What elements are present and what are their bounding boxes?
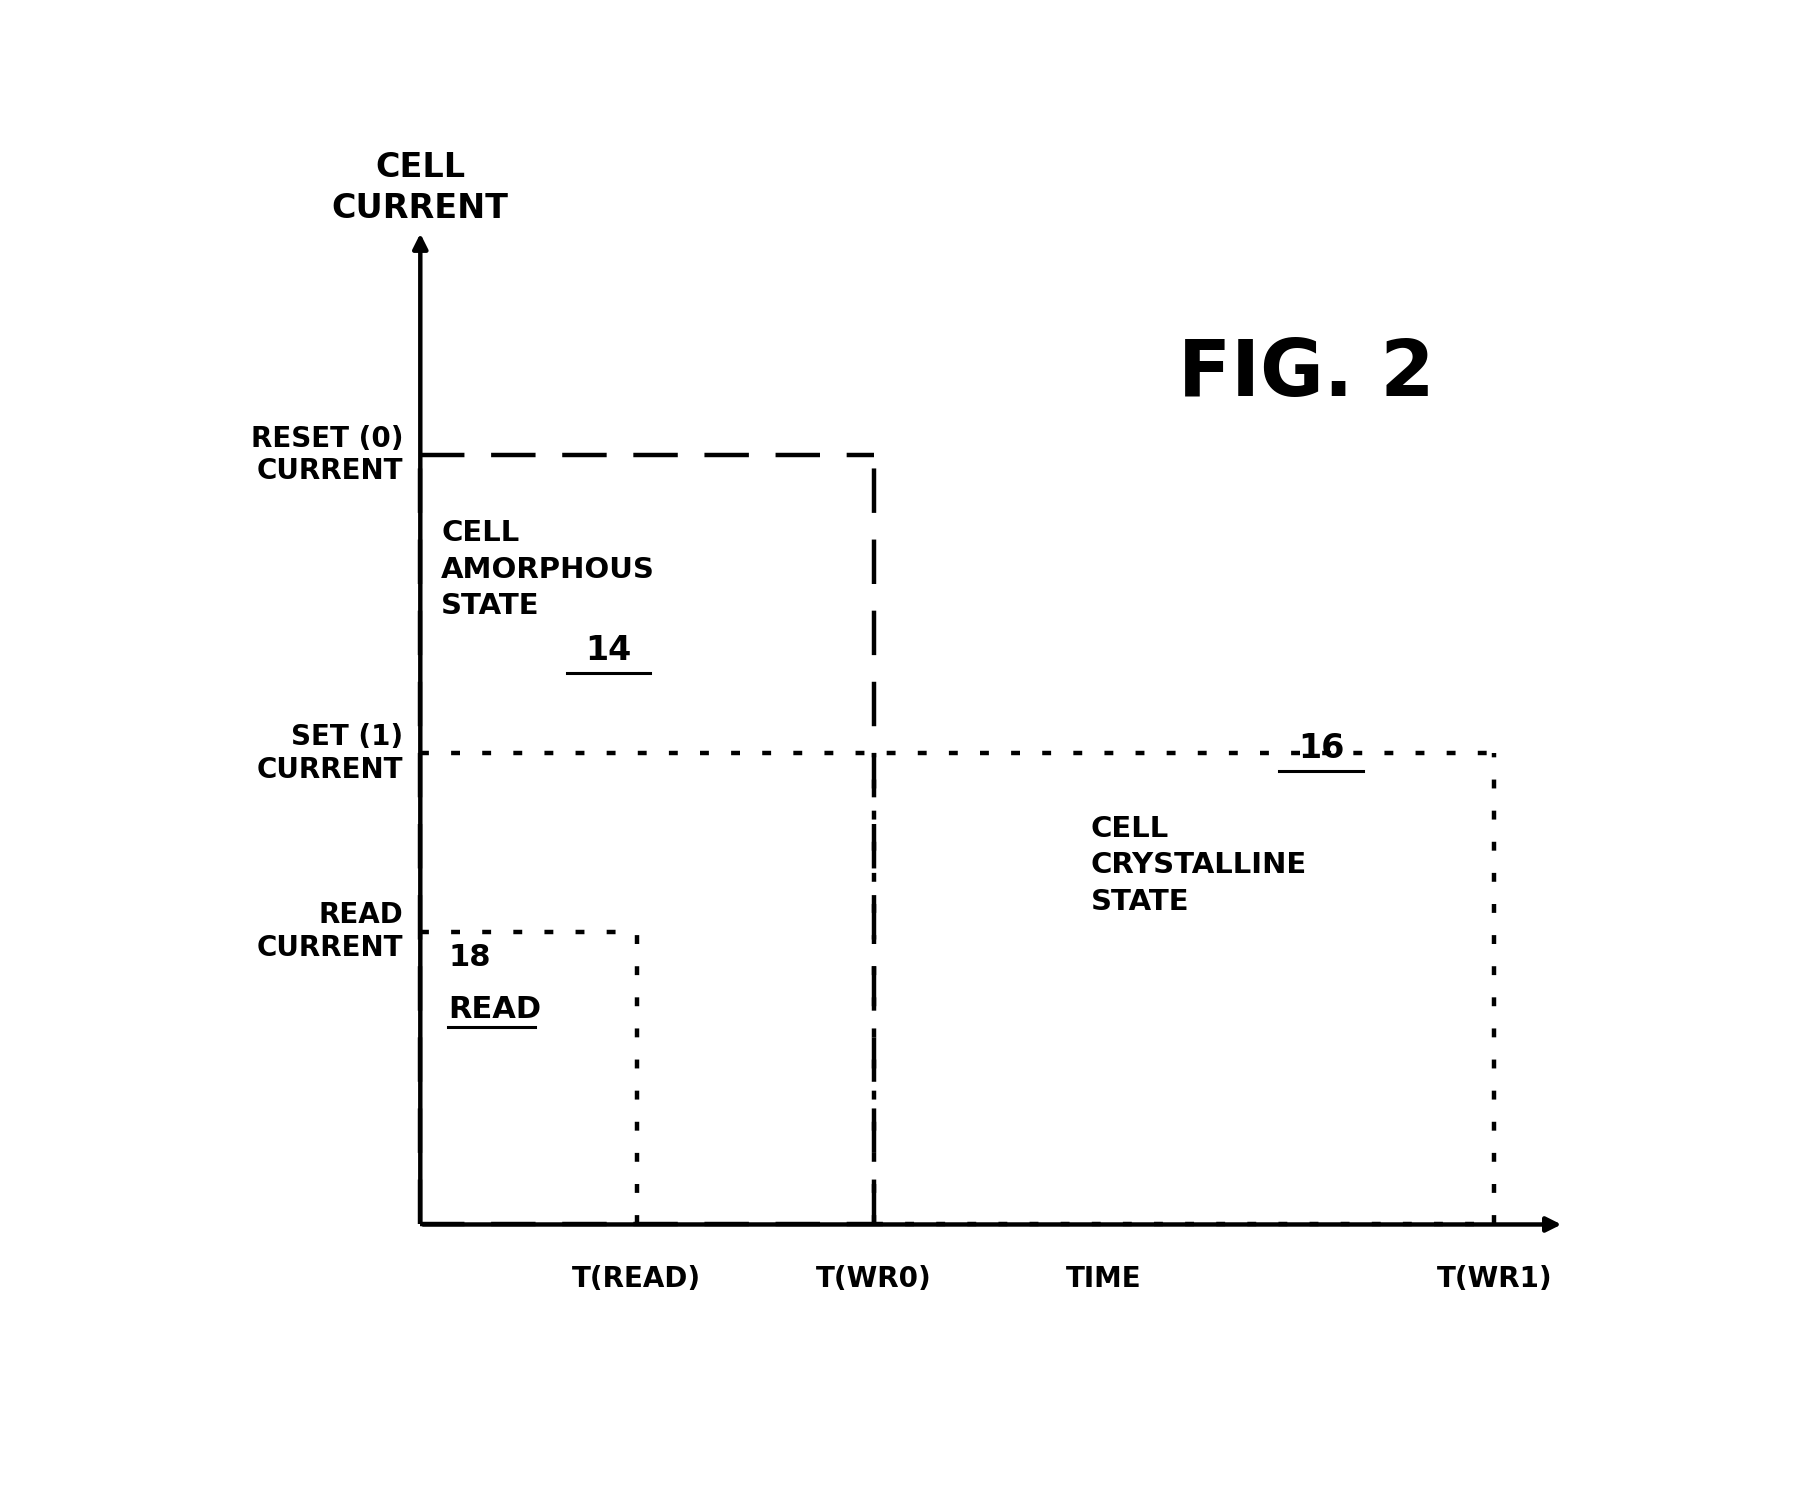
Text: CELL
AMORPHOUS
STATE: CELL AMORPHOUS STATE	[441, 519, 655, 621]
Text: 18: 18	[448, 943, 491, 971]
Text: SET (1)
CURRENT: SET (1) CURRENT	[257, 724, 403, 783]
Text: TIME: TIME	[1066, 1265, 1141, 1292]
Text: READ: READ	[448, 995, 542, 1024]
Text: CELL
CRYSTALLINE
STATE: CELL CRYSTALLINE STATE	[1091, 815, 1307, 916]
Text: CELL
CURRENT: CELL CURRENT	[331, 151, 509, 225]
Text: T(WR0): T(WR0)	[815, 1265, 932, 1292]
Text: READ
CURRENT: READ CURRENT	[257, 901, 403, 962]
Text: FIG. 2: FIG. 2	[1177, 336, 1435, 412]
Text: 16: 16	[1298, 733, 1345, 765]
Text: RESET (0)
CURRENT: RESET (0) CURRENT	[250, 425, 403, 485]
Text: T(WR1): T(WR1)	[1436, 1265, 1552, 1292]
Text: 14: 14	[585, 634, 632, 667]
Text: T(READ): T(READ)	[572, 1265, 700, 1292]
